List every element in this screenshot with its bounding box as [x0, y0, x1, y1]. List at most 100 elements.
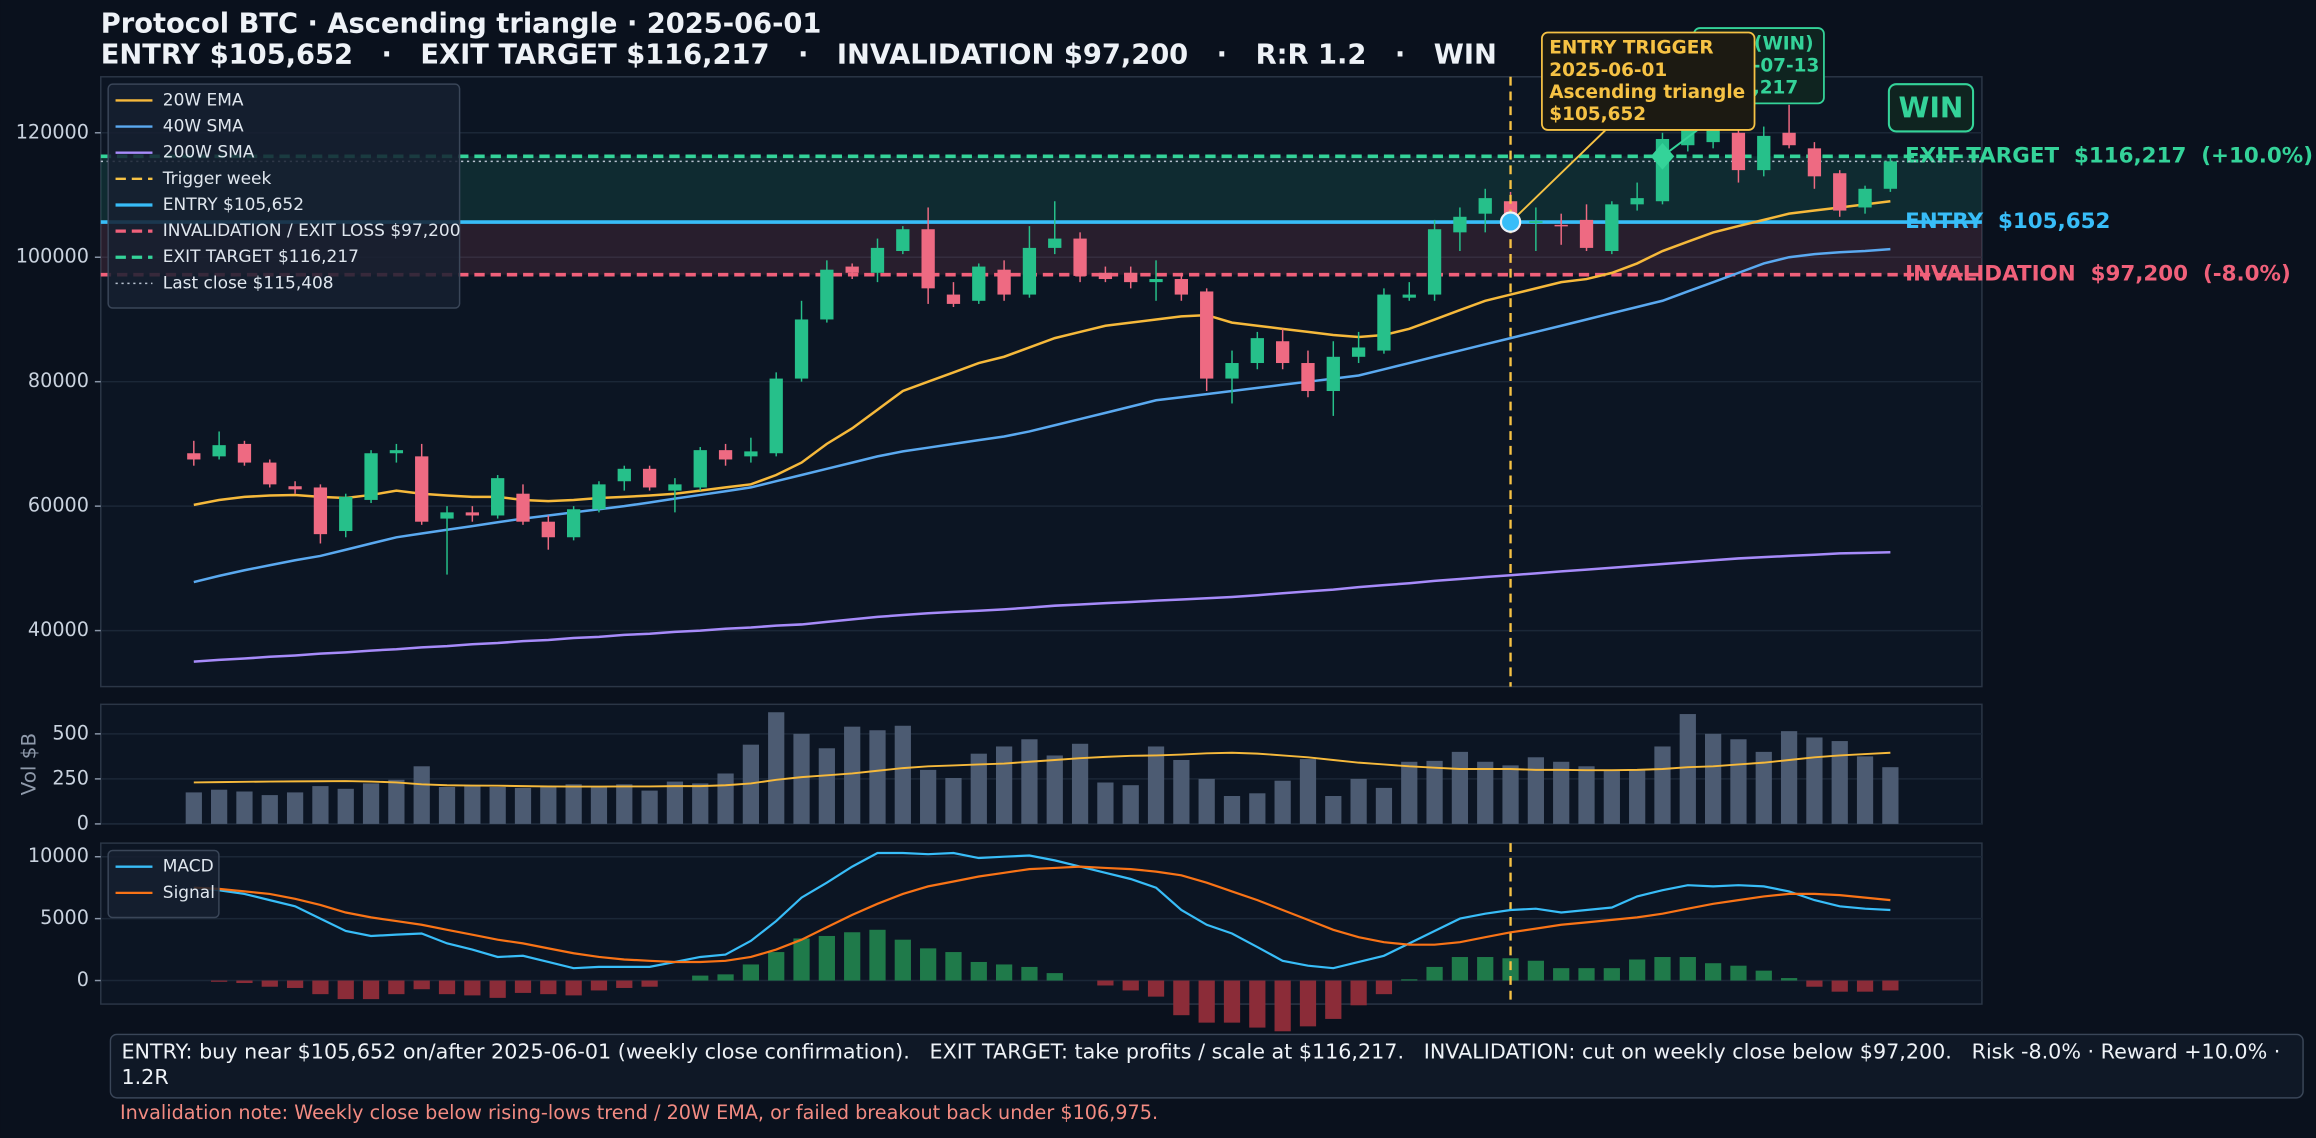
legend-label: MACD [163, 857, 214, 877]
volume-bar [1325, 796, 1342, 824]
candle-body [1098, 272, 1113, 280]
histogram-bar [1730, 965, 1747, 981]
volume-bar [666, 781, 684, 824]
histogram-bar [1223, 980, 1241, 1023]
volume-bar [1426, 760, 1443, 824]
y-tick-label: 60000 [28, 494, 89, 517]
histogram-bar [894, 939, 911, 981]
exit-marker [1650, 143, 1675, 170]
candle-body [440, 512, 454, 519]
histogram-bar [1705, 963, 1722, 981]
footer: ENTRY: buy near $105,652 on/after 2025-0… [109, 1033, 2304, 1125]
volume-bar [1097, 782, 1114, 824]
volume-bar [236, 791, 253, 824]
y-tick-label: 0 [77, 968, 89, 991]
volume-bar [362, 783, 380, 824]
candle-body [1731, 132, 1746, 171]
volume-bar [844, 726, 861, 824]
histogram-bar [1325, 980, 1342, 1019]
volume-bar [1603, 769, 1620, 824]
candle-body [1301, 363, 1315, 392]
legend-label: 200W SMA [163, 143, 255, 163]
candle-body [1124, 272, 1138, 283]
legend-label: Trigger week [162, 169, 272, 189]
candle-body [1073, 238, 1087, 276]
volume-bar [1882, 767, 1899, 824]
candle-body [1377, 294, 1391, 351]
candle-body [1579, 219, 1594, 248]
candle-body [1453, 216, 1467, 233]
histogram-bar [565, 980, 582, 996]
volume-bar [970, 753, 987, 824]
y-tick-label: 500 [52, 721, 89, 744]
histogram-bar [1806, 980, 1823, 987]
volume-bar [312, 786, 329, 824]
volume-bar [1831, 741, 1848, 824]
histogram-bar [489, 980, 506, 998]
volume-bar [438, 786, 456, 824]
candle-body [1630, 198, 1644, 205]
candle-body [1250, 338, 1264, 364]
histogram-bar [641, 980, 658, 987]
indicator-line [193, 200, 1891, 507]
histogram-bar [261, 980, 278, 987]
macd-line [193, 851, 1891, 970]
histogram-bar [1274, 980, 1291, 1032]
candle-body [491, 478, 505, 516]
candle-body [946, 294, 961, 304]
volume-bar [1223, 796, 1241, 824]
y-tick-label: 40000 [28, 618, 89, 641]
candle-body [465, 512, 479, 516]
histogram-bar [1375, 980, 1393, 995]
candle-body [1351, 347, 1366, 357]
legend-box [107, 83, 461, 309]
volume-bar [1071, 743, 1089, 824]
histogram-bar [717, 974, 734, 981]
candle-body [1554, 224, 1568, 227]
volume-bar [869, 730, 886, 824]
histogram-bar [1527, 960, 1544, 981]
volume-bar [616, 784, 633, 824]
volume-average [193, 751, 1891, 788]
histogram-bar [1553, 968, 1570, 981]
histogram-bar [742, 964, 760, 981]
candle-body [1200, 291, 1214, 379]
candle-body [313, 487, 328, 535]
badge-text: WIN [1899, 91, 1964, 124]
candle-body [1149, 279, 1163, 283]
level-label: EXIT TARGET $116,217 (+10.0%) [1905, 143, 2313, 168]
annotation-text: $105,652 [1549, 104, 1646, 125]
volume-bar [514, 787, 532, 824]
histogram-bar [1856, 980, 1874, 992]
y-axis-label: Vol $B [17, 733, 40, 795]
volume-bar [1755, 751, 1772, 824]
volume-bar [337, 788, 354, 824]
candle-body [1605, 204, 1619, 252]
histogram-bar [1198, 980, 1215, 1023]
y-tick-label: 5000 [40, 906, 89, 929]
volume-bar [1147, 746, 1165, 824]
annotation-text: ENTRY TRIGGER [1549, 38, 1713, 59]
level-label: ENTRY $105,652 [1905, 209, 2110, 234]
indicator-line [193, 550, 1891, 663]
indicator-line [193, 247, 1891, 584]
volume-bar [1021, 739, 1038, 824]
candle-body [339, 496, 353, 532]
volume-bar [1451, 751, 1469, 824]
volume-bar [692, 783, 709, 824]
annotation-connector [1509, 129, 1607, 223]
candle-body [845, 266, 859, 273]
histogram-bar [413, 980, 430, 990]
candle-body [896, 229, 910, 252]
legend-label: INVALIDATION / EXIT LOSS $97,200 [163, 221, 461, 241]
legend-label: EXIT TARGET $116,217 [163, 247, 359, 267]
legend-label: 40W SMA [163, 117, 244, 137]
histogram-bar [1831, 980, 1848, 992]
candle-body [997, 269, 1011, 295]
histogram-bar [312, 980, 329, 995]
badge-box [1887, 83, 1975, 133]
panel [100, 703, 1983, 825]
candle-body [642, 468, 657, 488]
volume-bar [1122, 785, 1139, 824]
